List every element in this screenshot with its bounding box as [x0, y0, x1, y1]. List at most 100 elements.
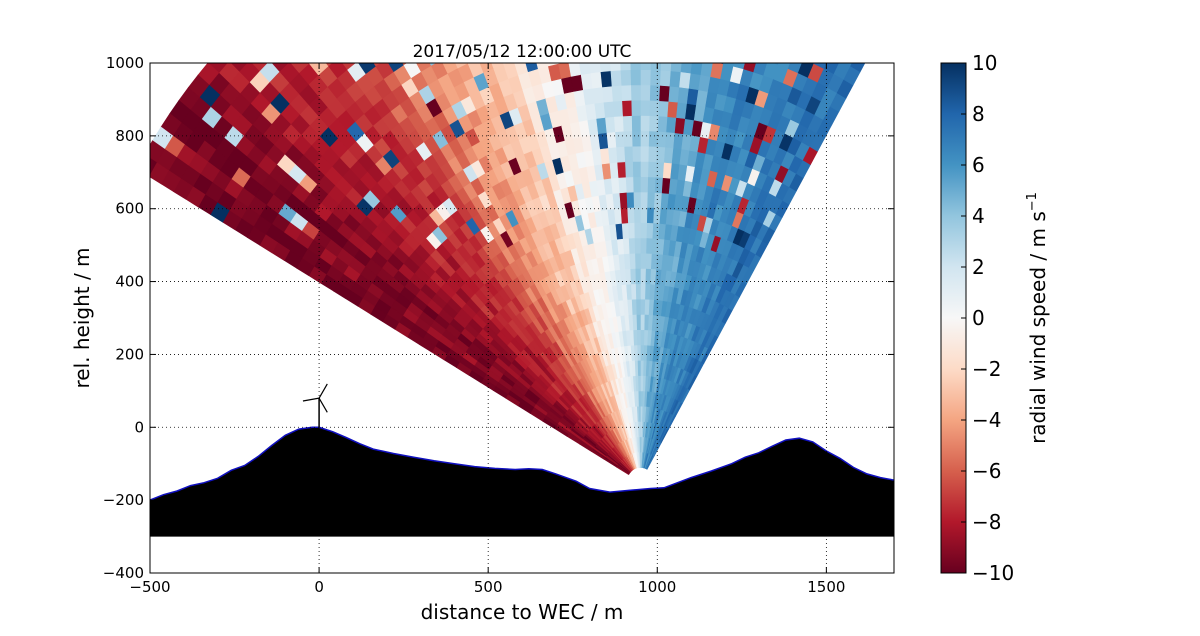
scan-cell-1071 — [555, 0, 569, 1]
scan-cell-624 — [677, 86, 689, 104]
scan-cell-990 — [581, 0, 594, 12]
scan-cell-708 — [662, 24, 674, 40]
scan-cell-387 — [742, 63, 756, 73]
scan-cell-307 — [762, 63, 778, 80]
scan-cell-1716 — [335, 0, 355, 16]
scan-cell-666 — [670, 63, 682, 73]
scan-cell-854 — [628, 237, 636, 254]
scan-cell-696 — [652, 207, 661, 224]
scan-cell-113 — [848, 0, 866, 19]
scan-cell-1595 — [378, 0, 397, 6]
scan-cell-2399 — [150, 157, 157, 175]
scan-cell-770 — [640, 298, 646, 315]
scan-cell-813 — [634, 252, 641, 269]
x-tick-label-1: 0 — [314, 578, 324, 596]
scan-cell-110 — [830, 41, 847, 60]
colorbar-tick-label-3: −4 — [972, 408, 1001, 432]
scan-cell-1757 — [315, 0, 335, 12]
scan-cell-1878 — [272, 7, 292, 29]
scan-cell-1388 — [478, 63, 494, 74]
scan-cell-787 — [640, 39, 651, 54]
colorbar-tick-label-6: 2 — [972, 255, 985, 279]
scan-cell-1348 — [490, 63, 504, 69]
scan-cell-1433 — [438, 0, 455, 7]
y-tick-label-2: 0 — [134, 418, 144, 436]
scan-cell-945 — [599, 70, 612, 88]
scan-cell-1631 — [401, 63, 408, 66]
scan-cell-1471 — [439, 21, 456, 40]
scan-cell-1672 — [378, 39, 396, 59]
scan-cell-1632 — [388, 32, 406, 52]
scan-cell-1593 — [392, 12, 410, 32]
scan-cell-730 — [644, 298, 650, 315]
scan-cell-1717 — [327, 0, 347, 3]
scan-cell-731 — [644, 283, 651, 300]
scan-cell-949 — [594, 10, 607, 26]
scan-cell-1836 — [301, 21, 321, 42]
scan-cell-1916 — [280, 40, 300, 61]
scan-cell-1350 — [478, 21, 494, 40]
scan-cell-349 — [761, 28, 776, 46]
scan-cell-697 — [653, 192, 662, 209]
scan-cell-701 — [656, 130, 667, 148]
grid — [150, 63, 894, 573]
scan-cell-870 — [617, 0, 629, 9]
scan-cell-1795 — [321, 25, 340, 46]
colorbar-tick-label-8: 6 — [972, 153, 985, 177]
scan-cell-901 — [614, 130, 625, 148]
scan-cell-786 — [640, 63, 651, 71]
scan-cell-746 — [650, 63, 662, 71]
scan-cell-855 — [627, 222, 635, 239]
scan-cell-749 — [652, 9, 664, 25]
scan-cell-109 — [823, 63, 839, 75]
scan-cell-73 — [859, 5, 877, 25]
scan-cell-389 — [751, 25, 766, 43]
scan-cell-828 — [629, 24, 640, 39]
scan-cell-1594 — [385, 0, 404, 19]
radial-wind-scan — [150, 0, 877, 476]
colorbar-tick-label-9: 8 — [972, 102, 985, 126]
scan-cell-1311 — [484, 2, 500, 21]
x-tick-label-3: 1000 — [638, 578, 676, 596]
scan-cell-783 — [640, 99, 650, 116]
scan-cell-910 — [605, 0, 618, 10]
scan-cell-986 — [588, 63, 601, 74]
scan-cell-152 — [831, 7, 848, 27]
scan-cell-904 — [611, 85, 623, 102]
x-axis-label: distance to WEC / m — [421, 600, 624, 624]
scan-cell-950 — [593, 0, 606, 11]
scan-cell-946 — [599, 63, 611, 73]
scan-cell-777 — [640, 191, 648, 208]
scan-cell-1111 — [543, 0, 558, 4]
scan-cell-707 — [661, 40, 673, 56]
scan-cell-1835 — [310, 33, 329, 54]
scan-cell-860 — [623, 145, 633, 163]
x-tick-label-2: 500 — [474, 578, 503, 596]
scan-cell-625 — [678, 71, 691, 89]
scan-cell-188 — [797, 63, 814, 78]
scan-cell-788 — [640, 24, 651, 39]
scan-cell-905 — [609, 69, 622, 87]
wec-blade-0 — [318, 383, 328, 399]
scan-cell-190 — [809, 30, 825, 49]
scan-cell-347 — [752, 63, 768, 76]
scan-cell-658 — [661, 177, 671, 194]
scan-cell-903 — [612, 100, 623, 117]
scan-cell-428 — [736, 36, 750, 54]
scan-cell-390 — [754, 10, 769, 28]
scan-cell-2038 — [230, 63, 248, 73]
scan-cell-864 — [620, 84, 632, 102]
scan-cell-72 — [853, 19, 871, 39]
scan-cell-1635 — [366, 0, 385, 13]
colorbar-tick-label-7: 4 — [972, 204, 985, 228]
scan-cell-906 — [609, 63, 621, 72]
scan-cell-30 — [849, 63, 866, 73]
scan-cell-232 — [808, 0, 825, 16]
scan-cell-670 — [675, 0, 688, 11]
scan-cell-1838 — [283, 0, 303, 19]
scan-cell-1473 — [427, 0, 445, 13]
scan-cell-1877 — [281, 19, 301, 41]
scan-cell-695 — [651, 222, 660, 239]
scan-cell-150 — [819, 35, 836, 54]
scan-cell-2039 — [218, 39, 239, 61]
